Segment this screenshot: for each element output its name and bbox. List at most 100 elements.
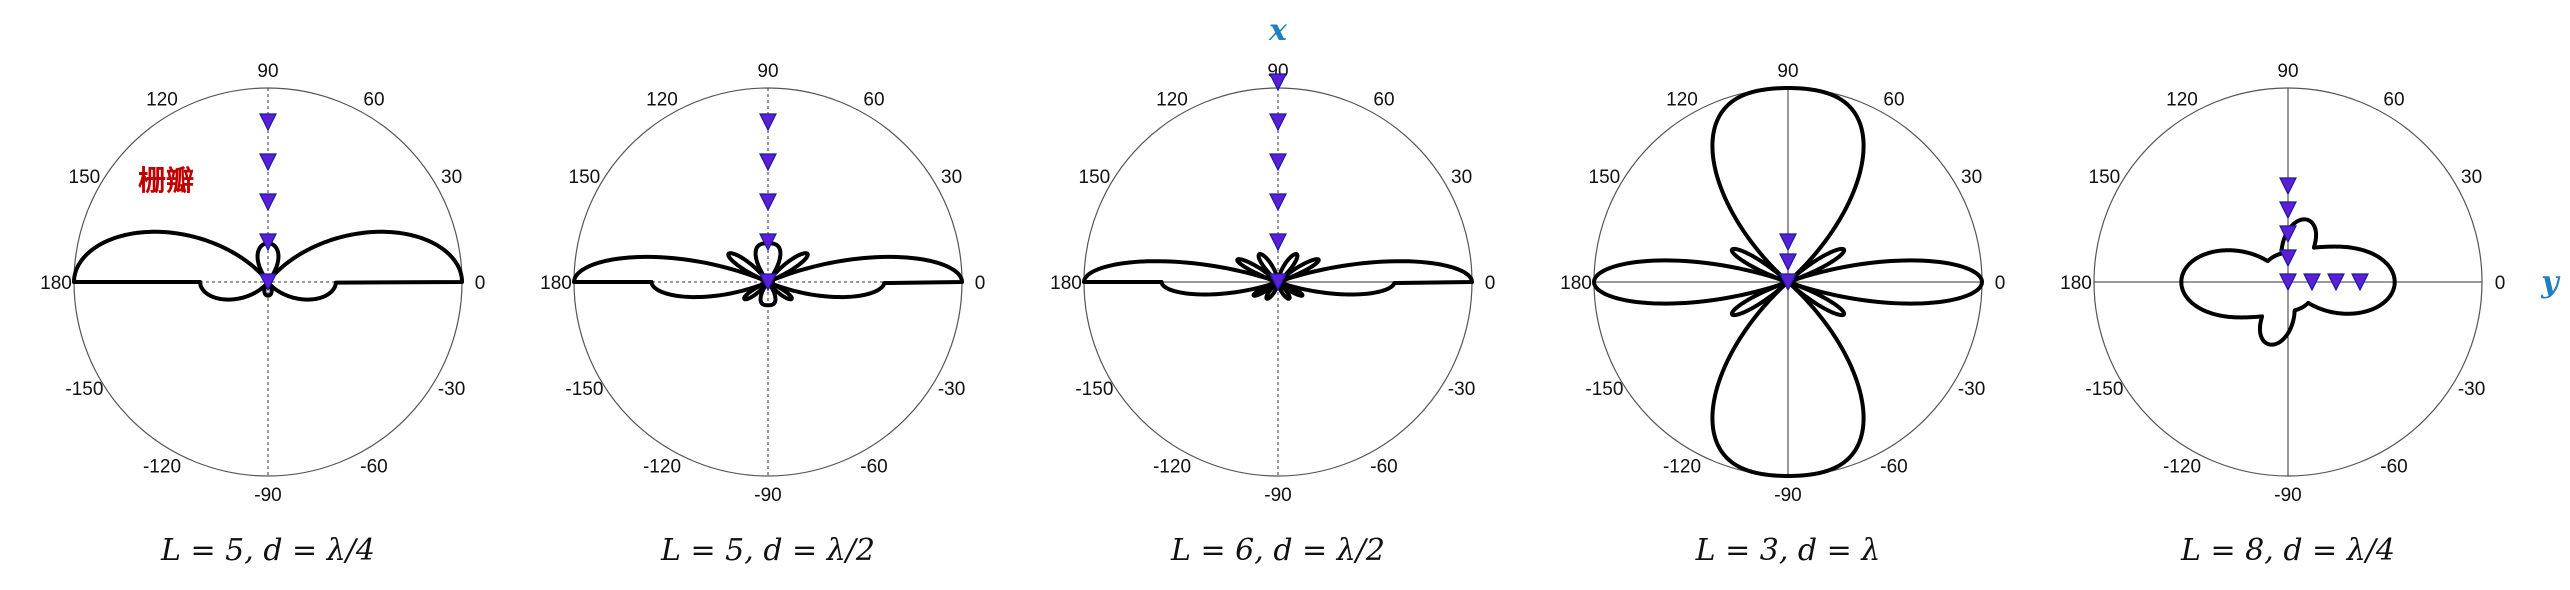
radiation-pattern-curve — [1082, 252, 1474, 301]
radiation-pattern-curve — [2179, 217, 2397, 347]
array-element-marker — [1269, 233, 1287, 252]
array-element-marker — [2351, 273, 2369, 292]
array-element-marker — [2279, 201, 2297, 220]
angle-tick-label: -60 — [1880, 457, 1907, 478]
angle-tick-label: 90 — [257, 61, 278, 82]
array-element-marker — [2279, 273, 2297, 292]
angle-tick-label: -90 — [254, 485, 281, 506]
array-element-marker — [1269, 113, 1287, 132]
grating-lobe-annotation: 栅瓣 — [138, 164, 194, 197]
angle-tick-label: 60 — [863, 89, 884, 110]
array-element-marker — [259, 153, 277, 172]
angle-tick-label: -120 — [643, 457, 681, 478]
radiation-pattern-curve — [1592, 86, 1984, 478]
angle-tick-label: -30 — [2458, 379, 2485, 400]
array-element-marker — [259, 233, 277, 252]
angle-tick-label: 30 — [1961, 167, 1982, 188]
angle-tick-label: 120 — [1156, 89, 1188, 110]
angle-tick-label: -60 — [360, 457, 387, 478]
angle-tick-label: 30 — [941, 167, 962, 188]
angle-tick-label: -90 — [754, 485, 781, 506]
angle-tick-label: -30 — [438, 379, 465, 400]
angle-tick-label: 0 — [1485, 273, 1496, 294]
angle-tick-label: 60 — [2383, 89, 2404, 110]
panel-caption: L = 5, d = λ/4 — [160, 533, 375, 568]
array-element-marker — [2327, 273, 2345, 292]
angle-tick-label: -30 — [1958, 379, 1985, 400]
angle-tick-label: 30 — [1451, 167, 1472, 188]
angle-tick-label: -90 — [1264, 485, 1291, 506]
polar-panel: 90 60 30 0 -30 -60 -90 -120 -150 180 150 120 L = 3, … — [1560, 61, 2005, 568]
angle-tick-label: 150 — [2089, 167, 2121, 188]
angle-tick-label: -120 — [1153, 457, 1191, 478]
angle-tick-label: 180 — [1560, 273, 1592, 294]
angle-tick-label: 60 — [363, 89, 384, 110]
angle-tick-label: 120 — [1666, 89, 1698, 110]
array-element-marker — [259, 273, 277, 292]
angle-tick-label: -60 — [860, 457, 887, 478]
panel-caption: L = 6, d = λ/2 — [1170, 533, 1385, 568]
radiation-pattern-curve — [72, 229, 464, 302]
array-element-marker — [2279, 225, 2297, 244]
array-element-marker — [2279, 177, 2297, 196]
angle-tick-label: -150 — [65, 379, 103, 400]
array-element-marker — [1779, 233, 1797, 252]
angle-tick-label: 180 — [40, 273, 72, 294]
angle-tick-label: 150 — [1589, 167, 1621, 188]
angle-tick-label: 150 — [569, 167, 601, 188]
array-element-marker — [1269, 273, 1287, 292]
angle-tick-label: 120 — [646, 89, 678, 110]
radiation-pattern-curve — [572, 241, 964, 308]
angle-tick-label: -30 — [938, 379, 965, 400]
y-axis-label: y — [2540, 265, 2561, 300]
angle-tick-label: -30 — [1448, 379, 1475, 400]
angle-tick-label: 0 — [475, 273, 486, 294]
angle-tick-label: 0 — [975, 273, 986, 294]
angle-tick-label: -90 — [1774, 485, 1801, 506]
angle-tick-label: -150 — [1075, 379, 1113, 400]
polar-panel: 90 60 30 0 -30 -60 -90 -120 -150 180 150 120 L = 8, … — [2060, 61, 2505, 568]
array-element-marker — [1269, 193, 1287, 212]
angle-tick-label: 30 — [2461, 167, 2482, 188]
array-element-marker — [259, 113, 277, 132]
array-element-marker — [2279, 249, 2297, 268]
panel-caption: L = 3, d = λ — [1695, 533, 1881, 568]
angle-tick-label: 120 — [146, 89, 178, 110]
angle-tick-label: 180 — [540, 273, 572, 294]
array-element-marker — [1269, 73, 1287, 92]
angle-tick-label: 0 — [1995, 273, 2006, 294]
polar-panel: 90 60 30 0 -30 -60 -90 -120 -150 180 150 120 L = 5, … — [540, 61, 985, 568]
array-element-marker — [259, 193, 277, 212]
angle-tick-label: -90 — [2274, 485, 2301, 506]
angle-tick-label: -120 — [1663, 457, 1701, 478]
angle-tick-label: -150 — [565, 379, 603, 400]
angle-tick-label: 90 — [1777, 61, 1798, 82]
polar-panel: 90 60 30 0 -30 -60 -90 -120 -150 180 150 120 L = 5, … — [40, 61, 485, 568]
angle-tick-label: 180 — [1050, 273, 1082, 294]
angle-tick-label: -120 — [143, 457, 181, 478]
angle-tick-label: 0 — [2495, 273, 2506, 294]
angle-tick-label: -60 — [1370, 457, 1397, 478]
angle-tick-label: 30 — [441, 167, 462, 188]
angle-tick-label: 60 — [1373, 89, 1394, 110]
array-element-marker — [759, 113, 777, 132]
angle-tick-label: -150 — [2085, 379, 2123, 400]
angle-tick-label: 90 — [2277, 61, 2298, 82]
angle-tick-label: -120 — [2163, 457, 2201, 478]
angle-tick-label: 180 — [2060, 273, 2092, 294]
angle-tick-label: -60 — [2380, 457, 2407, 478]
panel-caption: L = 8, d = λ/4 — [2180, 533, 2395, 568]
panel-caption: L = 5, d = λ/2 — [660, 533, 875, 568]
x-axis-label: x — [1268, 13, 1288, 48]
array-element-marker — [759, 233, 777, 252]
array-element-marker — [759, 193, 777, 212]
angle-tick-label: 150 — [69, 167, 101, 188]
array-element-marker — [759, 273, 777, 292]
array-element-marker — [1779, 273, 1797, 292]
angle-tick-label: -150 — [1585, 379, 1623, 400]
array-element-marker — [2303, 273, 2321, 292]
array-element-marker — [1269, 153, 1287, 172]
angle-tick-label: 60 — [1883, 89, 1904, 110]
